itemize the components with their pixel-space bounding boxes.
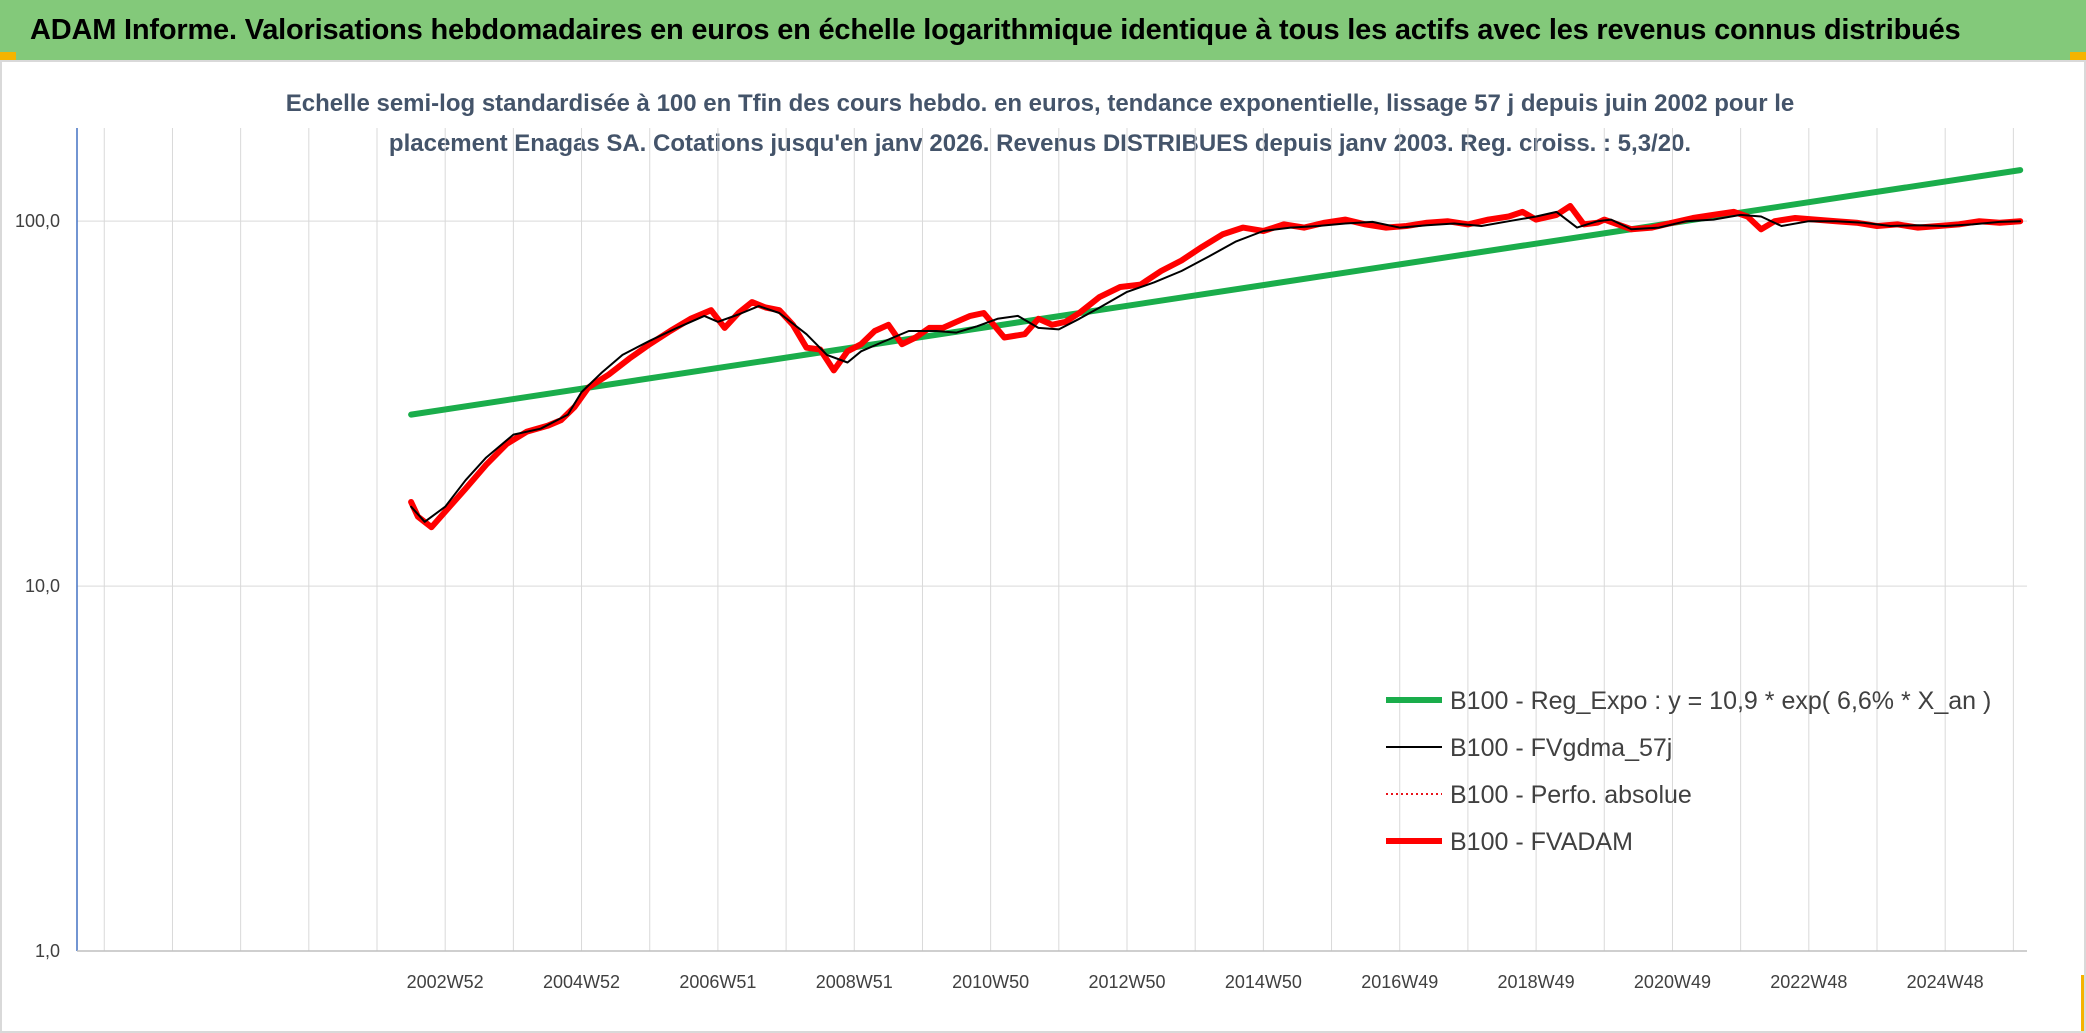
y-tick-label: 10,0 [25,576,60,596]
corner-accent-bottom-right [2081,975,2086,1033]
x-tick-label: 2014W50 [1225,972,1302,992]
x-tick-label: 2010W50 [952,972,1029,992]
series [408,167,2024,531]
x-tick-label: 2012W50 [1088,972,1165,992]
title-banner: ADAM Informe. Valorisations hebdomadaire… [0,0,2086,60]
x-tick-label: 2020W49 [1634,972,1711,992]
legend: B100 - Reg_Expo : y = 10,9 * exp( 6,6% *… [1386,687,1991,856]
axes: 1,0 10,0 100,0 2002W52 2004W52 2006W51 2008W51… [15,128,2027,992]
chart-subtitle-line-2: placement Enagas SA. Cotations jusqu'en … [388,130,1692,157]
x-tick-label: 2006W51 [679,972,756,992]
grid [77,128,2027,952]
legend-entry: B100 - Reg_Expo : y = 10,9 * exp( 6,6% *… [1450,687,1991,715]
x-tick-label: 2022W48 [1770,972,1847,992]
legend-entry: B100 - Perfo. absolue [1450,781,1692,809]
series-line [408,203,2024,531]
x-tick-label: 2016W49 [1361,972,1438,992]
x-tick-label: 2018W49 [1498,972,1575,992]
x-tick-label: 2002W52 [407,972,484,992]
x-tick-label: 2024W48 [1907,972,1984,992]
corner-accent-right [2070,52,2086,60]
legend-entry: B100 - FVADAM [1450,828,1633,856]
x-tick-label: 2004W52 [543,972,620,992]
page-title: ADAM Informe. Valorisations hebdomadaire… [30,14,1961,46]
y-tick-label: 1,0 [35,941,60,961]
x-tick-label: 2008W51 [816,972,893,992]
chart-subtitle: Echelle semi-log standardisée à 100 en T… [240,84,1840,164]
series-line [408,167,2024,418]
legend-entry: B100 - FVgdma_57j [1450,734,1672,762]
series-line [410,210,2022,523]
y-tick-label: 100,0 [15,211,60,231]
chart-frame [0,60,2086,1033]
corner-accent-left [0,52,16,60]
chart-subtitle-line-1: Echelle semi-log standardisée à 100 en T… [285,90,1795,117]
